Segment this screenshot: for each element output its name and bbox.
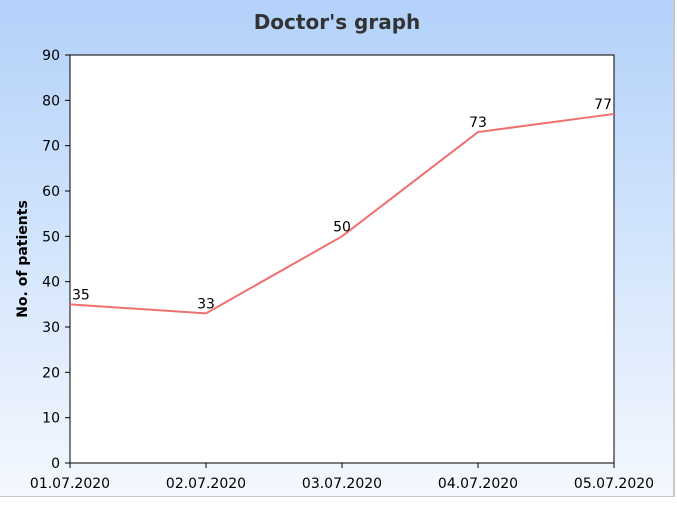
x-tick-label-2: 03.07.2020 xyxy=(302,476,382,492)
data-label-0: 35 xyxy=(72,287,90,303)
y-tick-label-3: 30 xyxy=(42,320,60,336)
y-tick-label-2: 20 xyxy=(42,365,60,381)
y-tick-label-5: 50 xyxy=(42,229,60,245)
y-tick-label-9: 90 xyxy=(42,48,60,64)
x-tick-label-1: 02.07.2020 xyxy=(166,476,246,492)
y-axis-label: No. of patients xyxy=(15,200,31,318)
data-label-1: 33 xyxy=(197,296,215,312)
y-tick-label-7: 70 xyxy=(42,139,60,155)
data-labels: 35 33 50 73 77 xyxy=(72,97,612,312)
x-tick-label-0: 01.07.2020 xyxy=(30,476,110,492)
series-line-0 xyxy=(69,112,615,315)
data-label-3: 73 xyxy=(469,115,487,131)
chart-title: Doctor's graph xyxy=(254,10,421,34)
plot-area xyxy=(69,54,615,464)
data-label-2: 50 xyxy=(333,219,351,235)
y-tick-label-1: 10 xyxy=(42,411,60,427)
y-axis-ticks: 0 10 20 30 40 50 60 70 80 90 xyxy=(42,48,70,472)
y-tick-label-4: 40 xyxy=(42,275,60,291)
y-tick-label-0: 0 xyxy=(51,456,60,472)
x-tick-label-4: 05.07.2020 xyxy=(574,476,654,492)
y-tick-label-6: 60 xyxy=(42,184,60,200)
data-label-4: 77 xyxy=(594,97,612,113)
y-tick-label-8: 80 xyxy=(42,93,60,109)
x-axis-ticks: 01.07.2020 02.07.2020 03.07.2020 04.07.2020… xyxy=(30,463,654,492)
x-tick-label-3: 04.07.2020 xyxy=(438,476,518,492)
series-group xyxy=(69,112,615,315)
